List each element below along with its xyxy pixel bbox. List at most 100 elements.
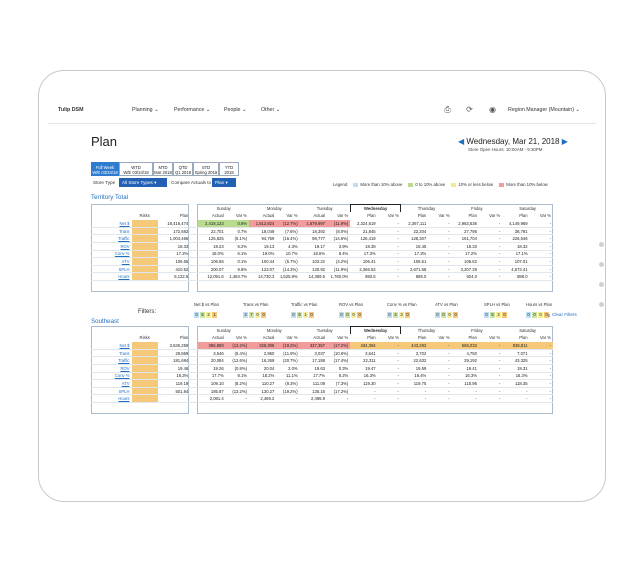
filter-count[interactable]: 0 [345, 312, 350, 318]
metric-link-hours[interactable]: Hours [91, 394, 132, 403]
day-var-cell: - [377, 379, 401, 388]
metric-link-net[interactable]: Net $ [91, 219, 132, 228]
period-tab-sub: Mar 2018 [154, 170, 172, 175]
metric-link-rov[interactable]: ROV [91, 364, 132, 373]
print-icon[interactable]: ⎙ [444, 105, 451, 114]
filter-count[interactable]: 6 [297, 312, 302, 318]
metric-link-traffic[interactable]: Traffic [91, 356, 132, 365]
menu-other[interactable]: Other ⌄ [261, 107, 281, 113]
filter-count[interactable]: 2 [206, 312, 211, 318]
filter-count[interactable]: 0 [357, 312, 362, 318]
period-tab-3[interactable]: QTD Q1 2018 [173, 162, 193, 176]
day-value-cell: 888.0 [502, 272, 530, 281]
filter-count[interactable]: 0 [447, 312, 452, 318]
metric-link-splh[interactable]: SPLH [91, 387, 132, 396]
table-row: Conv % 17.2% 18.0% 6.1% 19.0% 10.7% 18.6% 8.4% 1… [91, 250, 553, 259]
period-tab-5[interactable]: YTD 2018 [219, 162, 239, 176]
metric-link-atv[interactable]: ATV [91, 257, 132, 266]
filter-count[interactable]: 0 [309, 312, 314, 318]
day-var-cell: (12.7%) [276, 219, 300, 228]
day-value-cell: 18.32 [502, 242, 530, 251]
metric-link-hours[interactable]: Hours [91, 272, 132, 281]
filter-count[interactable]: 5 [200, 312, 205, 318]
metric-link-splh[interactable]: SPLH [91, 265, 132, 274]
day-value-cell: - [451, 394, 479, 403]
metric-link-atv[interactable]: ATV [91, 379, 132, 388]
plan-cell: 19.46 [157, 364, 191, 373]
table-row: Hours 2,081.4-2,469.2-2,495.9- - - - - - - - - [91, 394, 553, 403]
filter-count[interactable]: 0 [261, 312, 266, 318]
day-value-cell: - [451, 387, 479, 396]
period-tab-1[interactable]: WTD W/E 03/24/18 [119, 162, 153, 176]
filter-count[interactable]: 1 [303, 312, 308, 318]
menu-performance[interactable]: Performance ⌄ [174, 107, 211, 113]
filter-count[interactable]: 0 [339, 312, 344, 318]
metric-link-net[interactable]: Net $ [91, 341, 132, 350]
gap [190, 257, 199, 266]
day-value-cell: 2,324,619 [350, 219, 378, 228]
col-head-var: Var % [235, 335, 247, 341]
filter-count[interactable]: 0 [502, 312, 507, 318]
filter-count[interactable]: 0 [435, 312, 440, 318]
filter-count[interactable]: 4 [393, 312, 398, 318]
filter-count[interactable]: 0 [441, 312, 446, 318]
day-var-cell: 1,484.7% [225, 272, 249, 281]
filter-group-label: ATV vs Plan [435, 302, 458, 307]
filter-count[interactable]: 5 [490, 312, 495, 318]
filter-count[interactable]: 1 [212, 312, 217, 318]
filter-count[interactable]: 0 [351, 312, 356, 318]
filter-count[interactable]: 0 [538, 312, 543, 318]
metric-link-trans[interactable]: Trans [91, 227, 132, 236]
filter-count[interactable]: 0 [387, 312, 392, 318]
period-tab-2[interactable]: MTD Mar 2018 [153, 162, 173, 176]
filter-count[interactable]: 0 [544, 312, 549, 318]
filter-count[interactable]: 3 [399, 312, 404, 318]
period-tab-4[interactable]: STD Spring 2018 [193, 162, 219, 176]
metric-link-rov[interactable]: ROV [91, 242, 132, 251]
filter-count[interactable]: 0 [453, 312, 458, 318]
filter-count[interactable]: 2 [496, 312, 501, 318]
day-value-cell: 106.62 [451, 257, 479, 266]
user-icon[interactable]: ◉ [489, 105, 496, 114]
risk-cell [131, 394, 158, 403]
filter-count[interactable]: 3 [243, 312, 248, 318]
day-var-cell: 8.4% [326, 250, 351, 259]
filter-count[interactable]: 0 [526, 312, 531, 318]
compare-select[interactable]: Plan ▾ [212, 178, 236, 187]
prev-day-icon[interactable]: ◀ [458, 137, 465, 146]
menu-people[interactable]: People ⌄ [224, 107, 247, 113]
refresh-icon[interactable]: ⟳ [466, 105, 473, 114]
day-value-cell: 22,701 [198, 227, 226, 236]
filter-count[interactable]: 7 [249, 312, 254, 318]
metric-link-conv[interactable]: Conv % [91, 250, 132, 259]
filter-count[interactable]: 0 [532, 312, 537, 318]
filter-count[interactable]: 0 [194, 312, 199, 318]
filters-label: Filters: [138, 309, 156, 315]
metric-link-trans[interactable]: Trans [91, 349, 132, 358]
day-var-cell: - [377, 250, 401, 259]
metric-link-traffic[interactable]: Traffic [91, 234, 132, 243]
filter-count[interactable]: 0 [405, 312, 410, 318]
spacer [132, 327, 158, 335]
store-type-select[interactable]: All Store Types ▾ [119, 178, 167, 187]
table-row: Trans 172,682 22,701 0.7% 18,049 (7.6%) 18,392… [91, 227, 553, 236]
role-selector[interactable]: Region Manager (Mountain) ⌄ [508, 107, 580, 113]
filter-count[interactable]: 0 [255, 312, 260, 318]
filter-count[interactable]: 0 [484, 312, 489, 318]
day-value-cell: 119.75 [400, 379, 429, 388]
day-value-cell: 161,704 [451, 234, 479, 243]
clear-filters-link[interactable]: Clear Filters [552, 312, 577, 317]
menu-planning[interactable]: Planning ⌄ [132, 107, 159, 113]
metric-link-conv[interactable]: Conv % [91, 372, 132, 381]
period-tab-0[interactable]: Full Week W/E 03/24/18 [91, 162, 119, 176]
next-day-icon[interactable]: ▶ [561, 137, 568, 146]
filter-count[interactable]: 0 [291, 312, 296, 318]
